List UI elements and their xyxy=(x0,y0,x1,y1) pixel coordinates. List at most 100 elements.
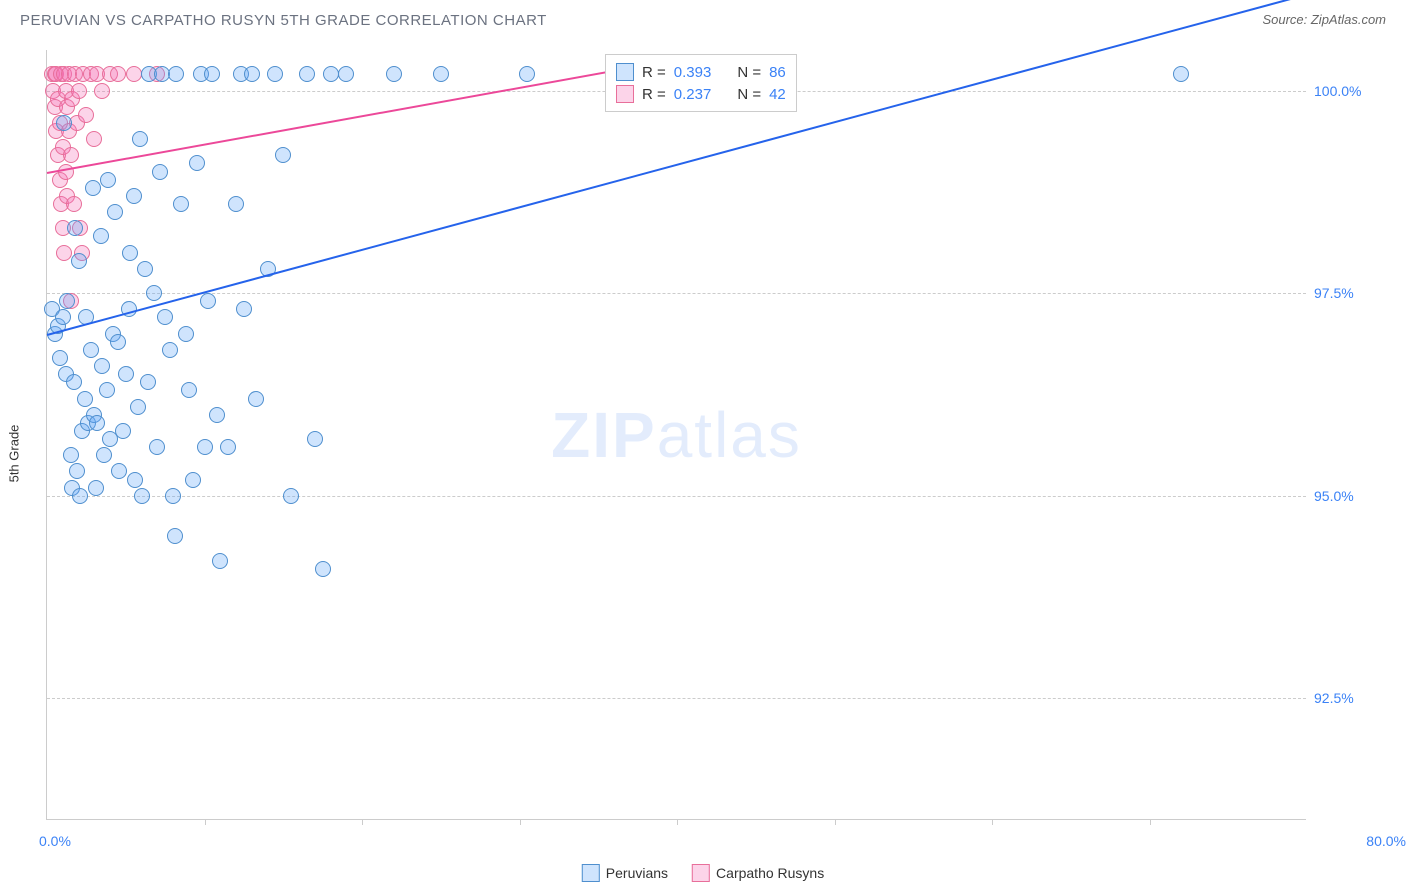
data-point-peruvians xyxy=(189,155,205,171)
x-axis-tick xyxy=(677,819,678,825)
x-axis-tick xyxy=(992,819,993,825)
data-point-carpatho xyxy=(63,147,79,163)
data-point-peruvians xyxy=(315,561,331,577)
chart-plot-area: ZIPatlas 0.0% 80.0% 92.5%95.0%97.5%100.0… xyxy=(46,50,1306,820)
x-axis-max-label: 80.0% xyxy=(1366,833,1406,849)
data-point-peruvians xyxy=(140,374,156,390)
data-point-carpatho xyxy=(126,66,142,82)
data-point-peruvians xyxy=(71,253,87,269)
data-point-peruvians xyxy=(93,228,109,244)
data-point-peruvians xyxy=(69,463,85,479)
data-point-peruvians xyxy=(122,245,138,261)
data-point-peruvians xyxy=(130,399,146,415)
x-axis-tick xyxy=(205,819,206,825)
data-point-peruvians xyxy=(149,439,165,455)
data-point-carpatho xyxy=(66,196,82,212)
data-point-peruvians xyxy=(132,131,148,147)
gridline xyxy=(47,496,1306,497)
x-axis-min-label: 0.0% xyxy=(39,833,71,849)
data-point-peruvians xyxy=(185,472,201,488)
data-point-peruvians xyxy=(56,115,72,131)
x-axis-tick xyxy=(362,819,363,825)
x-axis-tick xyxy=(1150,819,1151,825)
data-point-peruvians xyxy=(168,66,184,82)
data-point-peruvians xyxy=(433,66,449,82)
data-point-carpatho xyxy=(78,107,94,123)
data-point-peruvians xyxy=(63,447,79,463)
data-point-peruvians xyxy=(220,439,236,455)
stats-box: R = 0.393 N = 86 R = 0.237 N = 42 xyxy=(605,54,797,112)
watermark-zip: ZIP xyxy=(551,399,657,471)
data-point-peruvians xyxy=(178,326,194,342)
y-axis-title: 5th Grade xyxy=(7,425,22,483)
data-point-peruvians xyxy=(99,382,115,398)
x-axis-tick xyxy=(835,819,836,825)
data-point-peruvians xyxy=(236,301,252,317)
data-point-peruvians xyxy=(1173,66,1189,82)
data-point-carpatho xyxy=(94,83,110,99)
stats-row-carpatho: R = 0.237 N = 42 xyxy=(616,83,786,105)
data-point-peruvians xyxy=(167,528,183,544)
data-point-peruvians xyxy=(338,66,354,82)
legend-label-carpatho: Carpatho Rusyns xyxy=(716,865,824,881)
data-point-peruvians xyxy=(228,196,244,212)
stats-n-value-carpatho: 42 xyxy=(769,86,786,103)
data-point-peruvians xyxy=(248,391,264,407)
data-point-peruvians xyxy=(307,431,323,447)
data-point-peruvians xyxy=(162,342,178,358)
stats-swatch-carpatho xyxy=(616,85,634,103)
data-point-peruvians xyxy=(204,66,220,82)
watermark: ZIPatlas xyxy=(551,398,802,472)
data-point-peruvians xyxy=(165,488,181,504)
stats-r-value-carpatho: 0.237 xyxy=(674,86,712,103)
gridline xyxy=(47,293,1306,294)
data-point-peruvians xyxy=(111,463,127,479)
data-point-peruvians xyxy=(386,66,402,82)
data-point-peruvians xyxy=(100,172,116,188)
data-point-peruvians xyxy=(181,382,197,398)
y-axis-tick-label: 92.5% xyxy=(1314,690,1394,706)
watermark-atlas: atlas xyxy=(657,399,802,471)
data-point-carpatho xyxy=(110,66,126,82)
stats-r-label: R = xyxy=(642,64,666,81)
stats-n-value-peruvians: 86 xyxy=(769,64,786,81)
data-point-peruvians xyxy=(299,66,315,82)
data-point-peruvians xyxy=(152,164,168,180)
data-point-peruvians xyxy=(200,293,216,309)
data-point-peruvians xyxy=(59,293,75,309)
data-point-peruvians xyxy=(89,415,105,431)
data-point-peruvians xyxy=(72,488,88,504)
chart-title: PERUVIAN VS CARPATHO RUSYN 5TH GRADE COR… xyxy=(20,12,547,29)
stats-r-label: R = xyxy=(642,86,666,103)
stats-row-peruvians: R = 0.393 N = 86 xyxy=(616,61,786,83)
data-point-peruvians xyxy=(267,66,283,82)
source-attribution: Source: ZipAtlas.com xyxy=(1262,12,1386,27)
chart-legend: Peruvians Carpatho Rusyns xyxy=(582,864,824,882)
data-point-peruvians xyxy=(275,147,291,163)
data-point-peruvians xyxy=(52,350,68,366)
data-point-peruvians xyxy=(126,188,142,204)
data-point-peruvians xyxy=(66,374,82,390)
stats-n-label: N = xyxy=(737,86,761,103)
data-point-peruvians xyxy=(110,334,126,350)
legend-item-carpatho: Carpatho Rusyns xyxy=(692,864,824,882)
stats-n-label: N = xyxy=(737,64,761,81)
data-point-peruvians xyxy=(244,66,260,82)
data-point-peruvians xyxy=(118,366,134,382)
data-point-peruvians xyxy=(212,553,228,569)
data-point-peruvians xyxy=(55,309,71,325)
regression-line-peruvians xyxy=(47,0,1308,336)
data-point-carpatho xyxy=(86,131,102,147)
data-point-peruvians xyxy=(67,220,83,236)
gridline xyxy=(47,698,1306,699)
stats-r-value-peruvians: 0.393 xyxy=(674,64,712,81)
data-point-peruvians xyxy=(137,261,153,277)
data-point-peruvians xyxy=(88,480,104,496)
y-axis-tick-label: 95.0% xyxy=(1314,488,1394,504)
data-point-peruvians xyxy=(157,309,173,325)
data-point-peruvians xyxy=(107,204,123,220)
data-point-peruvians xyxy=(519,66,535,82)
legend-swatch-peruvians xyxy=(582,864,600,882)
data-point-peruvians xyxy=(209,407,225,423)
data-point-peruvians xyxy=(197,439,213,455)
